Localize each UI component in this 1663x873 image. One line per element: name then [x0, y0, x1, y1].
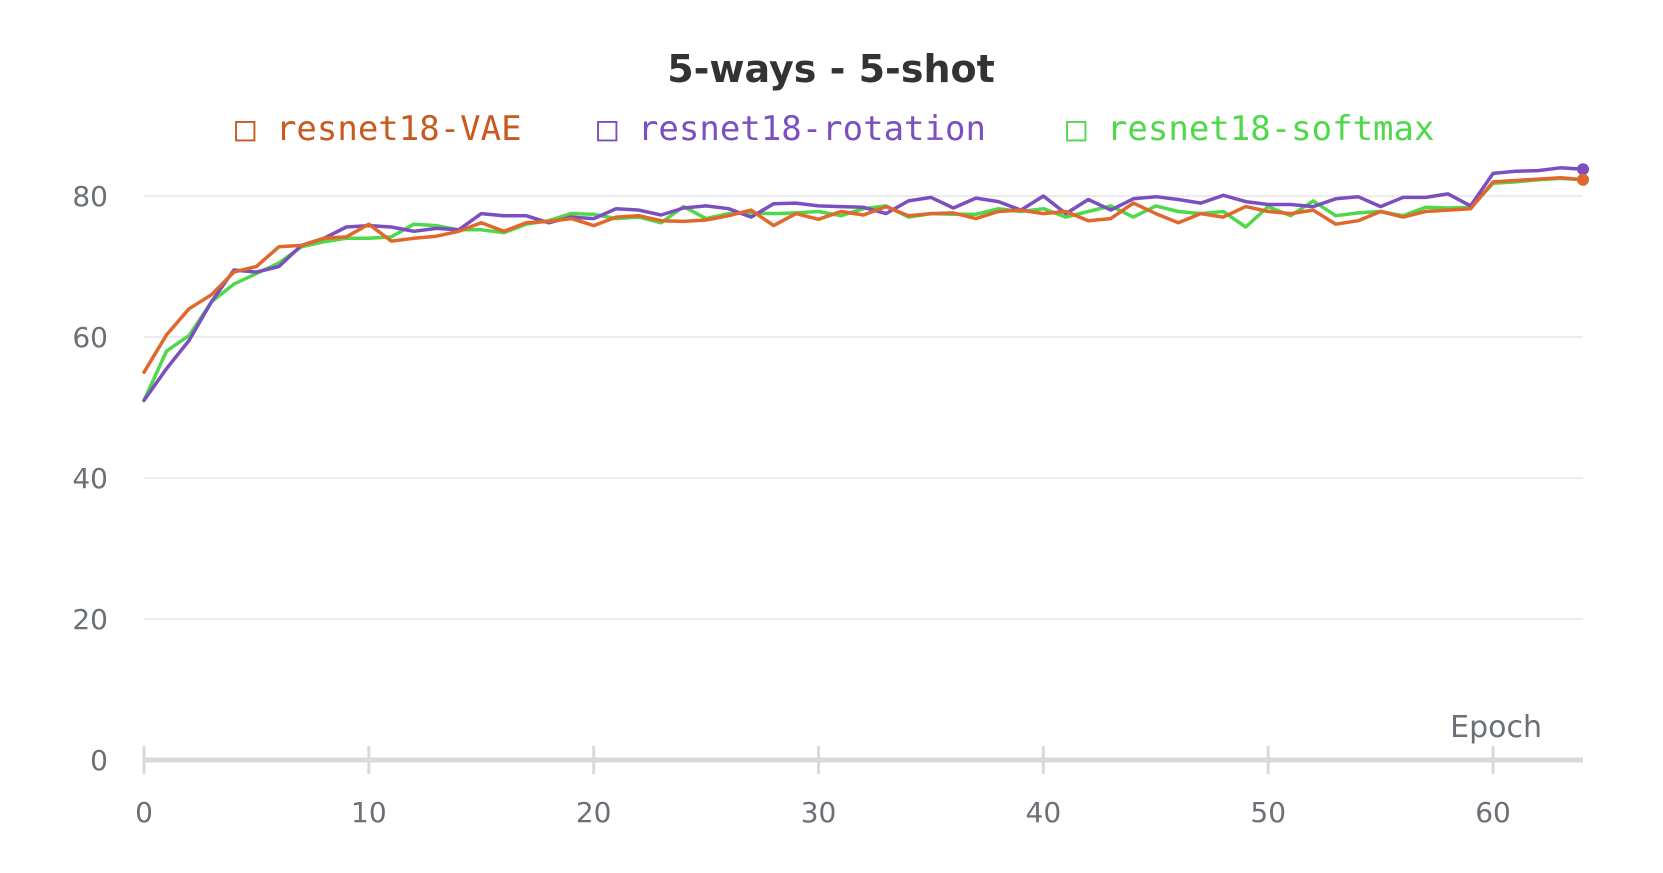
end-marker-resnet18-VAE — [1577, 173, 1589, 186]
legend: □ resnet18-VAE □ resnet18-rotation □ resne… — [235, 109, 1434, 149]
x-tick-label-0: 0 — [135, 796, 153, 829]
legend-item-resnet18-rotation: □ resnet18-rotation — [597, 109, 986, 149]
y-tick-label-40: 40 — [72, 462, 108, 495]
end-markers — [1577, 163, 1589, 186]
end-marker-resnet18-rotation — [1577, 163, 1589, 176]
legend-item-resnet18-VAE: □ resnet18-VAE — [235, 109, 522, 149]
y-tick-label-60: 60 — [72, 321, 108, 354]
series-lines — [142, 166, 1585, 403]
series-line-resnet18-softmax — [142, 176, 1585, 403]
y-tick-label-20: 20 — [72, 603, 108, 636]
legend-item-resnet18-softmax: □ resnet18-softmax — [1066, 109, 1434, 149]
x-tick-label-60: 60 — [1475, 796, 1511, 829]
x-tick-label-50: 50 — [1250, 796, 1286, 829]
y-tick-label-0: 0 — [90, 744, 108, 777]
x-tick-label-20: 20 — [576, 796, 612, 829]
x-axis: 0 10 20 30 40 50 60 — [135, 746, 1583, 829]
x-axis-title: Epoch — [1450, 710, 1542, 745]
x-tick-label-30: 30 — [801, 796, 837, 829]
series-line-resnet18-VAE — [142, 175, 1585, 375]
grid — [144, 195, 1583, 620]
y-tick-label-80: 80 — [72, 180, 108, 213]
x-tick-label-10: 10 — [351, 796, 387, 829]
y-axis: 0 20 40 60 80 — [72, 180, 108, 777]
chart-title: 5-ways - 5-shot — [667, 47, 995, 91]
x-tick-label-40: 40 — [1026, 796, 1062, 829]
series-line-resnet18-rotation — [142, 166, 1585, 403]
